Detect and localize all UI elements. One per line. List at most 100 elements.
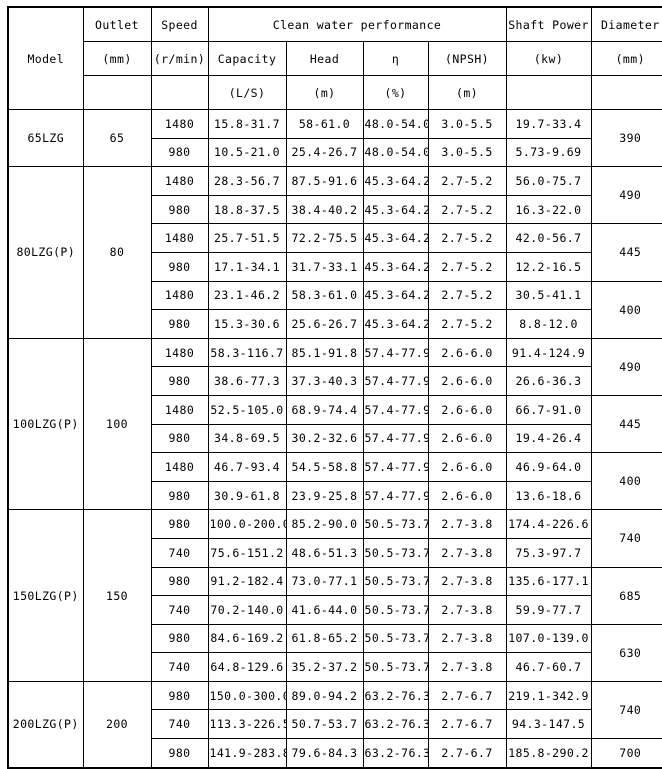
model-name-cell: 150LZG(P) xyxy=(7,509,84,682)
model-name-cell: 80LZG(P) xyxy=(7,166,84,339)
table-row: 200LZG(P) 200 980 150.0-300.0 89.0-94.2 63.2-… xyxy=(7,680,662,769)
efficiency-value-cell: 45.3-64.2 xyxy=(362,223,429,253)
table-header-row: (L/S) (m) (%) (m) xyxy=(8,75,662,110)
speed-value-cell: 980 xyxy=(150,251,209,282)
head-value-cell: 30.2-32.6 xyxy=(285,423,364,454)
header-outlet-blank xyxy=(82,75,152,110)
shaft-power-value-cell: 185.8-290.2 xyxy=(505,738,592,769)
table-row: 100LZG(P) 100 1480 58.3-116.7 85.1-91.8 57.4-… xyxy=(7,337,662,511)
npsh-value-cell: 2.7-5.2 xyxy=(427,251,507,282)
capacity-value-cell: 15.3-30.6 xyxy=(207,309,287,339)
capacity-value-cell: 150.0-300.0 xyxy=(207,680,287,711)
efficiency-value-cell: 45.3-64.2 xyxy=(362,166,429,196)
head-value-cell: 25.4-26.7 xyxy=(285,137,364,168)
efficiency-value-cell: 57.4-77.9 xyxy=(362,394,429,425)
header-capacity: Capacity xyxy=(207,41,287,76)
efficiency-value-cell: 45.3-64.2 xyxy=(362,280,429,311)
head-value-cell: 58-61.0 xyxy=(285,109,364,139)
table-row: 980 38.6-77.3 37.3-40.3 57.4-77.9 2.6-6.0 26.… xyxy=(8,366,662,396)
diameter-value-cell: 400 xyxy=(590,280,662,339)
capacity-value-cell: 23.1-46.2 xyxy=(207,280,287,311)
head-value-cell: 38.4-40.2 xyxy=(285,194,364,225)
speed-value-cell: 1480 xyxy=(150,337,209,368)
diameter-value-cell: 740 xyxy=(590,680,662,740)
speed-value-cell: 740 xyxy=(150,595,209,625)
shaft-power-value-cell: 107.0-139.0 xyxy=(505,623,592,654)
outlet-value-cell: 200 xyxy=(82,680,152,769)
model-name-cell: 200LZG(P) xyxy=(7,680,84,769)
pump-specification-sheet: Model Outlet Speed Clean water performance S… xyxy=(7,6,662,769)
efficiency-value-cell: 57.4-77.9 xyxy=(362,452,429,482)
head-value-cell: 85.1-91.8 xyxy=(285,337,364,368)
npsh-value-cell: 2.7-5.2 xyxy=(427,280,507,311)
npsh-value-cell: 2.7-5.2 xyxy=(427,194,507,225)
capacity-value-cell: 17.1-34.1 xyxy=(207,251,287,282)
capacity-value-cell: 10.5-21.0 xyxy=(207,137,287,168)
shaft-power-value-cell: 42.0-56.7 xyxy=(505,223,592,253)
npsh-value-cell: 2.7-6.7 xyxy=(427,738,507,769)
npsh-value-cell: 2.6-6.0 xyxy=(427,394,507,425)
capacity-value-cell: 52.5-105.0 xyxy=(207,394,287,425)
speed-value-cell: 740 xyxy=(150,652,209,682)
head-value-cell: 61.8-65.2 xyxy=(285,623,364,654)
npsh-value-cell: 2.7-5.2 xyxy=(427,166,507,196)
npsh-value-cell: 2.7-3.8 xyxy=(427,595,507,625)
diameter-value-cell: 445 xyxy=(590,394,662,454)
head-value-cell: 48.6-51.3 xyxy=(285,537,364,568)
table-header-row: (mm) (r/min) Capacity Head η (NPSH) (kw) (mm) xyxy=(8,41,662,76)
speed-value-cell: 1480 xyxy=(150,223,209,253)
header-power-blank xyxy=(505,75,592,110)
efficiency-value-cell: 57.4-77.9 xyxy=(362,480,429,511)
header-clean-water-performance: Clean water performance xyxy=(207,6,507,42)
capacity-value-cell: 34.8-69.5 xyxy=(207,423,287,454)
efficiency-value-cell: 63.2-76.3 xyxy=(362,738,429,769)
shaft-power-value-cell: 94.3-147.5 xyxy=(505,709,592,740)
header-speed-unit: (r/min) xyxy=(150,41,209,76)
header-efficiency-unit: (%) xyxy=(362,75,429,110)
capacity-value-cell: 70.2-140.0 xyxy=(207,595,287,625)
head-value-cell: 37.3-40.3 xyxy=(285,366,364,396)
table-header-row: Model Outlet Speed Clean water performance S… xyxy=(7,6,662,110)
shaft-power-value-cell: 219.1-342.9 xyxy=(505,680,592,711)
outlet-value-cell: 80 xyxy=(82,166,152,339)
header-head-unit: (m) xyxy=(285,75,364,110)
table-row: 980 15.3-30.6 25.6-26.7 45.3-64.2 2.7-5.2 8.8… xyxy=(8,309,662,339)
shaft-power-value-cell: 135.6-177.1 xyxy=(505,566,592,597)
npsh-value-cell: 2.7-6.7 xyxy=(427,709,507,740)
head-value-cell: 58.3-61.0 xyxy=(285,280,364,311)
head-value-cell: 85.2-90.0 xyxy=(285,509,364,539)
npsh-value-cell: 3.0-5.5 xyxy=(427,137,507,168)
header-head: Head xyxy=(285,41,364,76)
speed-value-cell: 1480 xyxy=(150,109,209,139)
speed-value-cell: 1480 xyxy=(150,166,209,196)
speed-value-cell: 980 xyxy=(150,366,209,396)
shaft-power-value-cell: 174.4-226.6 xyxy=(505,509,592,539)
npsh-value-cell: 2.7-6.7 xyxy=(427,680,507,711)
shaft-power-value-cell: 59.9-77.7 xyxy=(505,595,592,625)
header-diameter-blank xyxy=(590,75,662,110)
shaft-power-value-cell: 19.7-33.4 xyxy=(505,109,592,139)
capacity-value-cell: 30.9-61.8 xyxy=(207,480,287,511)
shaft-power-value-cell: 46.7-60.7 xyxy=(505,652,592,682)
table-row: 980 18.8-37.5 38.4-40.2 45.3-64.2 2.7-5.2 16.… xyxy=(8,194,662,225)
capacity-value-cell: 84.6-169.2 xyxy=(207,623,287,654)
head-value-cell: 72.2-75.5 xyxy=(285,223,364,253)
speed-value-cell: 980 xyxy=(150,623,209,654)
efficiency-value-cell: 50.5-73.7 xyxy=(362,652,429,682)
npsh-value-cell: 2.7-3.8 xyxy=(427,652,507,682)
head-value-cell: 35.2-37.2 xyxy=(285,652,364,682)
speed-value-cell: 740 xyxy=(150,709,209,740)
diameter-value-cell: 630 xyxy=(590,623,662,682)
efficiency-value-cell: 48.0-54.0 xyxy=(362,109,429,139)
shaft-power-value-cell: 13.6-18.6 xyxy=(505,480,592,511)
efficiency-value-cell: 57.4-77.9 xyxy=(362,366,429,396)
shaft-power-value-cell: 46.9-64.0 xyxy=(505,452,592,482)
npsh-value-cell: 2.7-3.8 xyxy=(427,509,507,539)
efficiency-value-cell: 48.0-54.0 xyxy=(362,137,429,168)
header-shaft-power: Shaft Power xyxy=(505,6,592,42)
capacity-value-cell: 100.0-200.0 xyxy=(207,509,287,539)
head-value-cell: 50.7-53.7 xyxy=(285,709,364,740)
table-row: 80LZG(P) 80 1480 28.3-56.7 87.5-91.6 45.3-64.… xyxy=(7,166,662,339)
shaft-power-value-cell: 19.4-26.4 xyxy=(505,423,592,454)
table-row: 740 75.6-151.2 48.6-51.3 50.5-73.7 2.7-3.8 75… xyxy=(8,537,662,568)
